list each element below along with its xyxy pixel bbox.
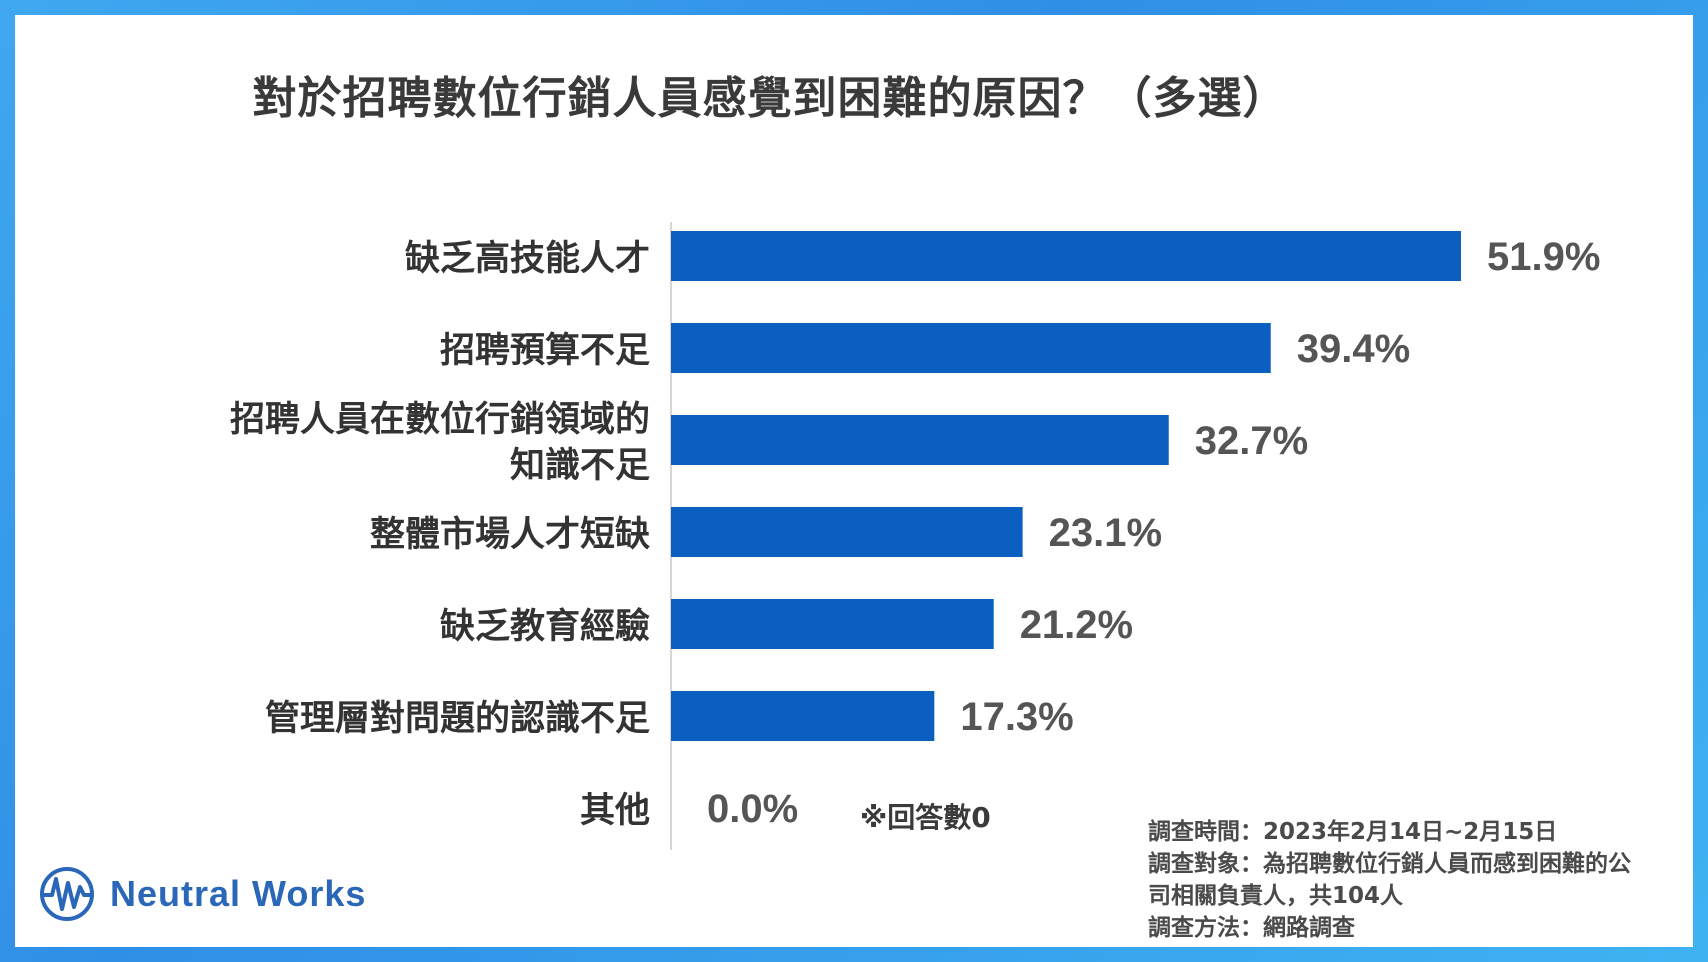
brand-name: Neutral Works [110, 873, 367, 914]
survey-info: 調查時間：2023年2月14日~2月15日 調查對象：為招聘數位行銷人員而感到困… [1148, 816, 1688, 944]
category-label: 其他 [580, 791, 650, 831]
value-label: 51.9% [1487, 235, 1600, 279]
category-label: 管理層對問題的認識不足 [265, 699, 650, 739]
bar [671, 507, 1023, 557]
survey-target-line-2: 司相關負責人，共104人 [1148, 883, 1404, 909]
category-label: 整體市場人才短缺 [370, 515, 650, 555]
category-label: 知識不足 [510, 446, 650, 486]
neutral-works-logo-icon [40, 867, 94, 921]
bar [671, 415, 1169, 465]
bar [671, 599, 994, 649]
category-label: 招聘人員在數位行銷領域的 [230, 399, 650, 440]
category-label: 缺乏高技能人才 [405, 239, 650, 279]
survey-method: 調查方法：網路調查 [1148, 915, 1355, 941]
value-label: 39.4% [1297, 327, 1410, 371]
bar [671, 231, 1461, 281]
value-label: 17.3% [960, 695, 1073, 739]
value-label: 23.1% [1049, 511, 1162, 555]
other-answer-note: ※回答數0 [860, 801, 991, 834]
category-label: 缺乏教育經驗 [440, 607, 650, 647]
chart-title: 對於招聘數位行銷人員感覺到困難的原因？（多選） [252, 73, 1288, 124]
value-label: 21.2% [1020, 603, 1133, 647]
brand-logo: Neutral Works [38, 862, 366, 926]
survey-target-line-1: 調查對象：為招聘數位行銷人員而感到困難的公 [1148, 851, 1631, 877]
survey-time: 調查時間：2023年2月14日~2月15日 [1148, 819, 1558, 845]
value-label: 32.7% [1195, 419, 1308, 463]
value-label: 0.0% [707, 787, 798, 831]
chart-panel [15, 15, 1693, 947]
bar [671, 691, 935, 741]
bar [671, 323, 1271, 373]
category-label: 招聘預算不足 [440, 331, 650, 371]
